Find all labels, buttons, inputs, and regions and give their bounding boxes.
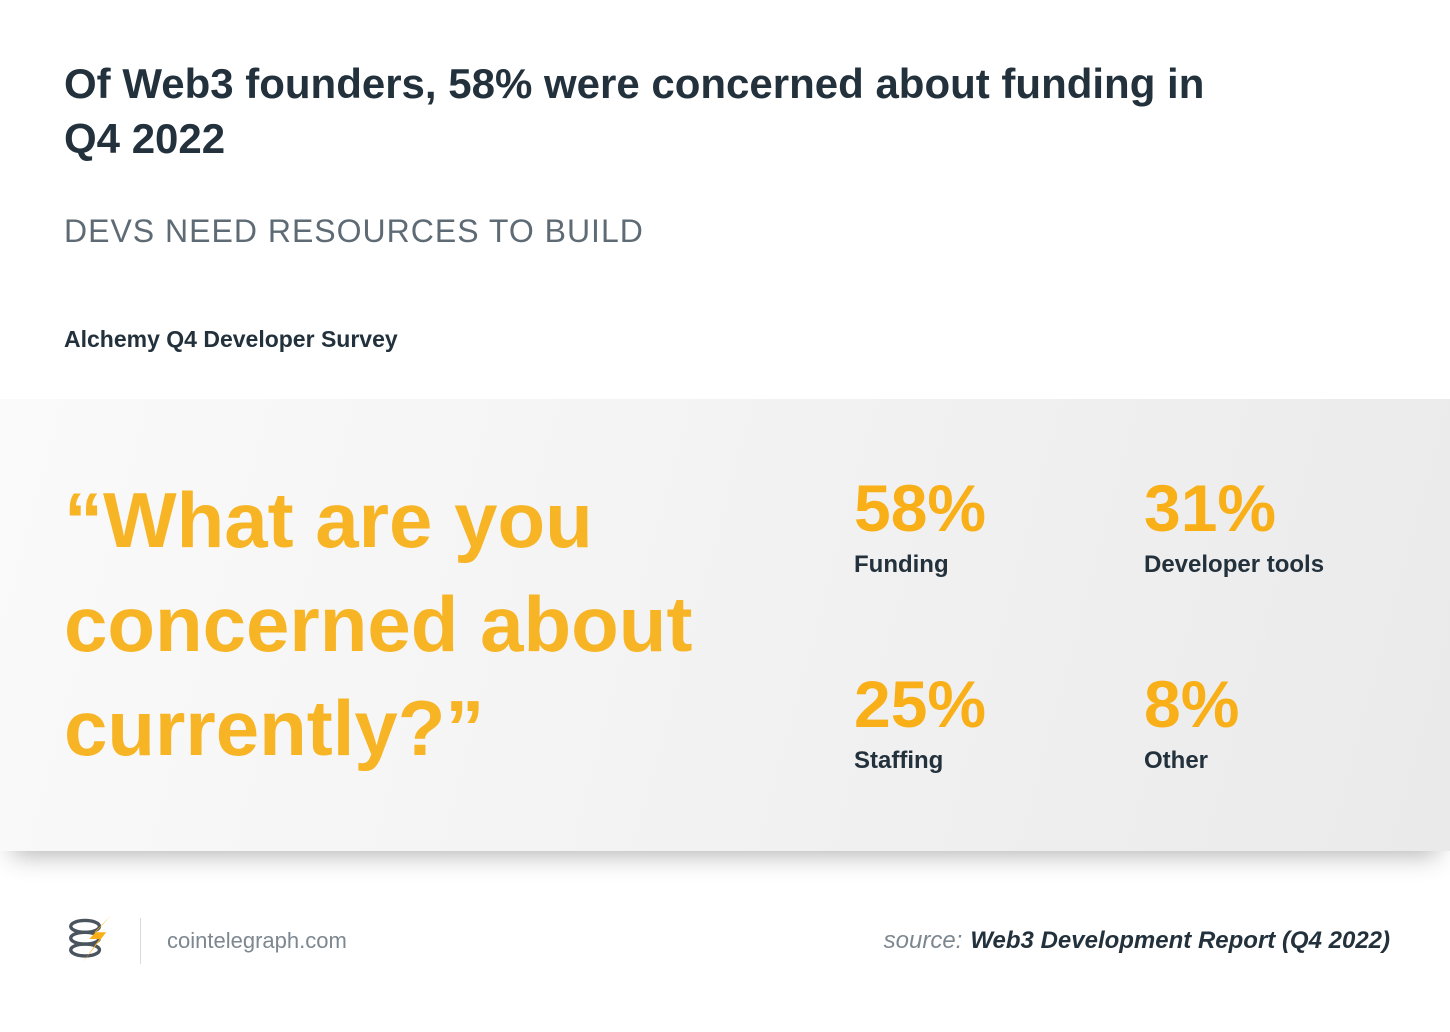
stat-item-funding: 58% Funding bbox=[854, 475, 1094, 579]
stats-grid: 58% Funding 31% Developer tools 25% Staf… bbox=[854, 475, 1384, 775]
quote-text: “What are you concerned about currently?… bbox=[64, 476, 693, 772]
stat-label: Developer tools bbox=[1144, 550, 1325, 578]
stat-label: Funding bbox=[854, 550, 949, 578]
footer-brand: cointelegraph.com bbox=[64, 912, 347, 971]
footer-divider bbox=[140, 918, 141, 965]
source-line: source: Web3 Development Report (Q4 2022) bbox=[884, 927, 1390, 955]
page-title: Of Web3 founders, 58% were concerned abo… bbox=[64, 60, 1205, 163]
stat-value: 25% bbox=[854, 666, 987, 741]
source-title: Web3 Development Report (Q4 2022) bbox=[970, 927, 1390, 955]
cointelegraph-logo-icon bbox=[64, 912, 118, 971]
page-subtitle: DEVS NEED RESOURCES TO BUILD bbox=[64, 212, 644, 249]
stat-item-other: 8% Other bbox=[1144, 671, 1384, 775]
stat-label: Staffing bbox=[854, 746, 944, 774]
stat-item-staffing: 25% Staffing bbox=[854, 671, 1094, 775]
stat-label: Other bbox=[1144, 746, 1209, 774]
stat-value: 31% bbox=[1144, 470, 1277, 545]
quote-stats-panel: “What are you concerned about currently?… bbox=[0, 398, 1450, 851]
stat-item-developer-tools: 31% Developer tools bbox=[1144, 475, 1384, 579]
site-label: cointelegraph.com bbox=[167, 928, 347, 954]
stat-value: 58% bbox=[854, 470, 987, 545]
header: Of Web3 founders, 58% were concerned abo… bbox=[0, 0, 1450, 353]
footer: cointelegraph.com source: Web3 Developmen… bbox=[0, 850, 1450, 1032]
source-prefix: source: bbox=[883, 927, 963, 955]
stat-value: 8% bbox=[1144, 666, 1240, 741]
survey-label: Alchemy Q4 Developer Survey bbox=[64, 325, 398, 352]
